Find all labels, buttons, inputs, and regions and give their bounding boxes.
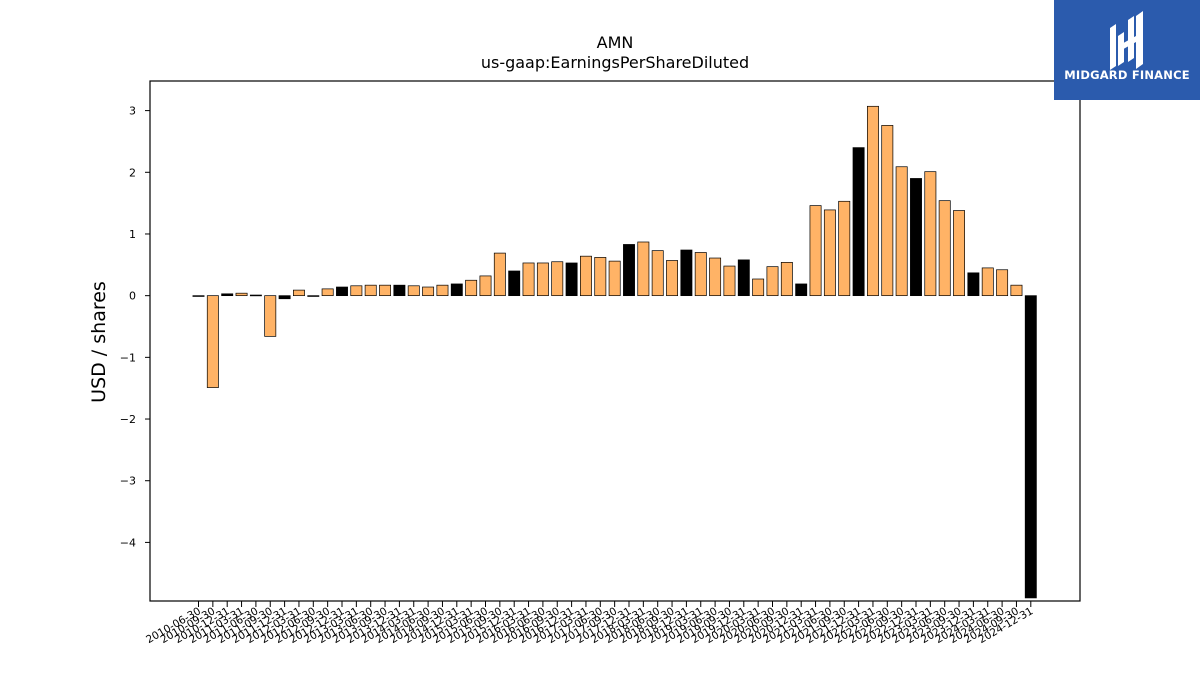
bar bbox=[666, 260, 679, 297]
bar bbox=[809, 205, 822, 297]
bar bbox=[493, 252, 506, 297]
bar bbox=[780, 262, 793, 297]
bar bbox=[536, 262, 549, 297]
brand-mark-icon bbox=[1110, 11, 1143, 70]
bar bbox=[221, 293, 234, 297]
bar bbox=[637, 241, 650, 297]
bar bbox=[651, 250, 664, 297]
bar bbox=[479, 275, 492, 297]
bar bbox=[307, 295, 320, 297]
bar bbox=[565, 262, 578, 297]
bar bbox=[895, 166, 908, 297]
bar bbox=[752, 278, 765, 297]
chart-title: AMN bbox=[597, 33, 634, 52]
bar bbox=[996, 269, 1009, 297]
y-tick-label: 0 bbox=[129, 290, 136, 303]
bar bbox=[1010, 284, 1023, 297]
y-tick-label: 3 bbox=[129, 105, 136, 118]
bar bbox=[465, 279, 478, 297]
bar bbox=[249, 294, 262, 297]
bar bbox=[910, 178, 922, 297]
bar bbox=[436, 284, 449, 297]
bar bbox=[594, 257, 607, 297]
bar bbox=[393, 284, 406, 297]
brand-logo: MIDGARD FINANCE bbox=[1054, 0, 1200, 100]
bar bbox=[321, 288, 334, 297]
brand-name: MIDGARD FINANCE bbox=[1064, 68, 1190, 82]
bar bbox=[852, 147, 865, 297]
bar bbox=[336, 286, 348, 297]
bar bbox=[623, 244, 635, 297]
bar bbox=[694, 252, 707, 297]
bar bbox=[235, 292, 248, 297]
bar bbox=[579, 255, 592, 297]
bar bbox=[379, 284, 392, 297]
bar bbox=[981, 267, 994, 297]
bar bbox=[278, 295, 291, 300]
bar bbox=[709, 257, 722, 297]
chart-subtitle: us-gaap:EarningsPerShareDiluted bbox=[481, 53, 749, 72]
bar bbox=[766, 266, 779, 297]
bar bbox=[723, 265, 736, 297]
bar bbox=[838, 200, 851, 297]
bar bbox=[924, 171, 937, 297]
bar bbox=[551, 261, 564, 297]
y-tick-label: 2 bbox=[129, 166, 136, 179]
bar bbox=[350, 285, 363, 297]
bar bbox=[1024, 295, 1037, 599]
y-tick-label: −4 bbox=[120, 536, 136, 549]
bar bbox=[953, 210, 966, 297]
bar bbox=[522, 262, 535, 297]
bar bbox=[866, 105, 879, 297]
bar bbox=[680, 249, 693, 297]
bar bbox=[264, 295, 277, 337]
y-tick-label: −2 bbox=[120, 413, 136, 426]
bar bbox=[737, 259, 750, 297]
y-tick-label: −3 bbox=[120, 475, 136, 488]
plot-frame bbox=[149, 80, 1081, 602]
y-tick-label: −1 bbox=[120, 351, 136, 364]
bar bbox=[422, 286, 435, 297]
bar bbox=[192, 295, 205, 297]
bar bbox=[206, 295, 219, 388]
bar bbox=[608, 260, 621, 297]
bar bbox=[881, 125, 894, 297]
bar bbox=[450, 283, 463, 297]
bar bbox=[364, 284, 377, 297]
y-tick-label: 1 bbox=[129, 228, 136, 241]
bar bbox=[967, 272, 980, 297]
bar bbox=[938, 200, 951, 297]
bar bbox=[823, 209, 836, 297]
plot-area: 3210−1−2−3−42010-06-302010-09-302010-12-… bbox=[120, 105, 1037, 646]
y-axis-label: USD / shares bbox=[88, 281, 110, 403]
bar bbox=[795, 283, 808, 297]
bar bbox=[508, 270, 521, 297]
bar bbox=[407, 285, 420, 297]
bar bbox=[293, 289, 305, 297]
